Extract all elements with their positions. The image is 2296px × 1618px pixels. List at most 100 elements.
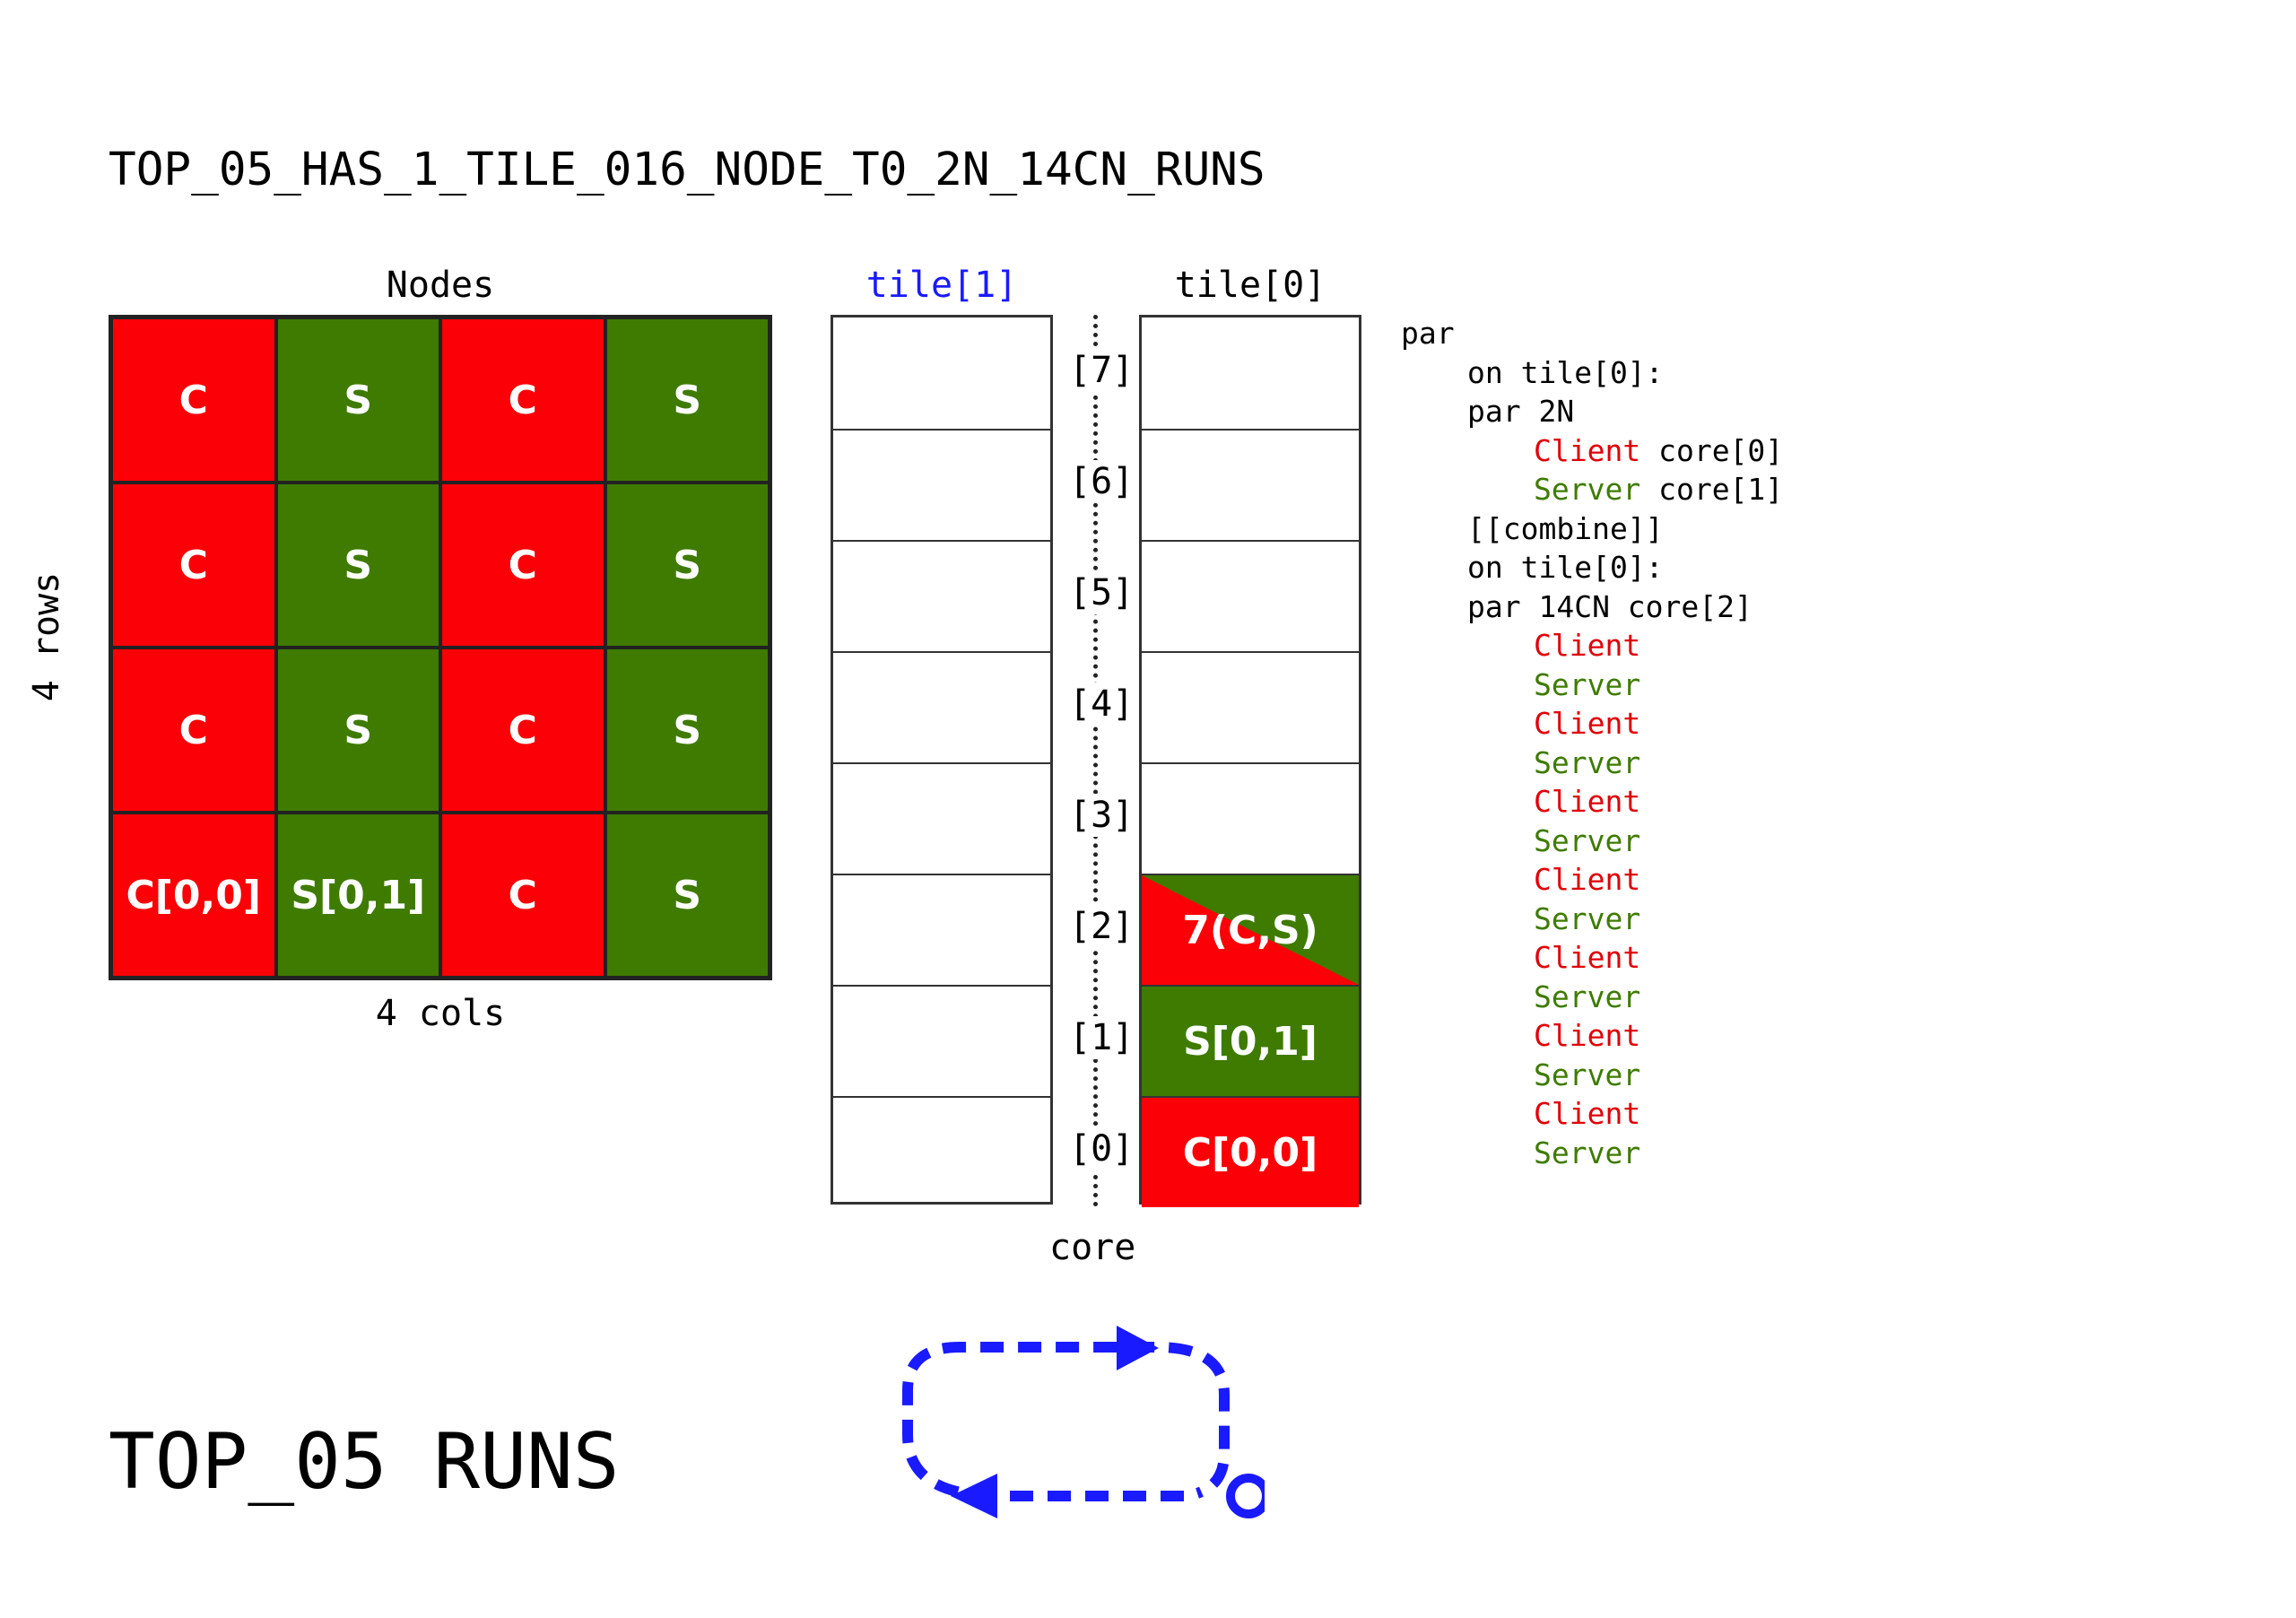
server-keyword: Server xyxy=(1534,472,1641,507)
node-grid: C S C S C S C S C S C S C[0,0] S[0,1] C S xyxy=(109,315,772,980)
client-node-cell: C xyxy=(111,483,276,648)
client-core-slot: C[0,0] xyxy=(1142,1096,1359,1207)
server-node-cell: S xyxy=(275,648,440,813)
client-keyword: Client xyxy=(1534,706,1641,741)
tile0-core-column: 7(C,S) S[0,1] C[0,0] xyxy=(1139,315,1361,1207)
server-node-cell: S[0,1] xyxy=(275,813,440,978)
code-text: core[0] xyxy=(1640,432,1784,468)
code-line: [[combine]] xyxy=(1401,509,1783,549)
code-line: Server xyxy=(1401,1056,1783,1095)
server-keyword: Server xyxy=(1534,744,1641,780)
core-slot xyxy=(833,429,1050,540)
server-keyword: Server xyxy=(1534,979,1641,1014)
code-line: par 14CN core[2] xyxy=(1401,587,1783,627)
tile1-core-column xyxy=(831,315,1053,1205)
code-text: par xyxy=(1401,316,1455,351)
client-keyword: Client xyxy=(1534,784,1641,819)
code-text: core[1] xyxy=(1640,472,1784,507)
code-line: Client xyxy=(1401,626,1783,665)
server-node-cell: S xyxy=(275,483,440,648)
core-slot xyxy=(1142,651,1359,762)
code-line: par xyxy=(1401,314,1783,353)
code-text: on tile[0]: xyxy=(1467,354,1664,390)
code-line: Server xyxy=(1401,1134,1783,1173)
client-keyword: Client xyxy=(1534,940,1641,975)
client-node-cell: C xyxy=(440,483,605,648)
code-line: on tile[0]: xyxy=(1401,353,1783,393)
client-node-cell: C xyxy=(111,648,276,813)
core-label: core xyxy=(1049,1227,1136,1268)
core-slot xyxy=(833,318,1050,429)
server-keyword: Server xyxy=(1534,900,1641,936)
core-slot xyxy=(833,651,1050,762)
code-line: Client xyxy=(1401,860,1783,900)
client-keyword: Client xyxy=(1534,1018,1641,1053)
client-keyword: Client xyxy=(1534,862,1641,897)
code-text: par 2N xyxy=(1467,394,1575,429)
core-slot xyxy=(833,1096,1050,1207)
code-line: Client core[0] xyxy=(1401,431,1783,471)
core-index-label: [6] xyxy=(1067,460,1136,503)
client-node-cell: C xyxy=(440,318,605,483)
client-keyword: Client xyxy=(1534,1096,1641,1131)
client-keyword: Client xyxy=(1534,628,1641,663)
tile1-label: tile[1] xyxy=(865,265,1018,306)
client-node-cell: C xyxy=(440,813,605,978)
core-index-label: [2] xyxy=(1067,905,1136,948)
core-index-label: [1] xyxy=(1067,1016,1136,1059)
server-keyword: Server xyxy=(1534,822,1641,858)
core-slot xyxy=(833,540,1050,651)
server-node-cell: S xyxy=(604,483,770,648)
client-node-cell: C xyxy=(440,648,605,813)
combined-client-server-slot: 7(C,S) xyxy=(1142,874,1359,985)
cols-label: 4 cols xyxy=(375,993,506,1034)
server-keyword: Server xyxy=(1534,1057,1641,1092)
code-line: Server xyxy=(1401,744,1783,783)
server-node-cell: S xyxy=(275,318,440,483)
code-line: Server xyxy=(1401,900,1783,939)
core-slot xyxy=(833,762,1050,874)
core-slot xyxy=(833,874,1050,985)
diagram-title: TOP_05_HAS_1_TILE_016_NODE_T0_2N_14CN_RU… xyxy=(109,144,1265,196)
client-node-cell: C[0,0] xyxy=(111,813,276,978)
core-slot xyxy=(1142,429,1359,540)
core-slot xyxy=(1142,318,1359,429)
server-keyword: Server xyxy=(1534,1135,1641,1170)
code-text: on tile[0]: xyxy=(1467,550,1664,585)
code-text: par 14CN core[2] xyxy=(1467,588,1752,624)
code-line: on tile[0]: xyxy=(1401,548,1783,587)
server-node-cell: S xyxy=(604,318,770,483)
code-line: Client xyxy=(1401,938,1783,978)
core-slot xyxy=(1142,762,1359,874)
nodes-label: Nodes xyxy=(386,265,495,306)
client-keyword: Client xyxy=(1534,432,1641,468)
core-index-label: [0] xyxy=(1067,1127,1136,1170)
code-line: par 2N xyxy=(1401,392,1783,431)
code-line: Server core[1] xyxy=(1401,470,1783,509)
core-index-label: [5] xyxy=(1067,571,1136,614)
core-axis-dotted-line xyxy=(1093,315,1098,1207)
dashed-loop-arrow-icon xyxy=(902,1326,1265,1518)
server-node-cell: S xyxy=(604,648,770,813)
code-line: Client xyxy=(1401,1016,1783,1056)
code-line: Server xyxy=(1401,822,1783,861)
code-line: Server xyxy=(1401,665,1783,705)
code-line: Client xyxy=(1401,704,1783,744)
core-index-label: [3] xyxy=(1067,794,1136,837)
server-node-cell: S xyxy=(604,813,770,978)
core-index-label: [7] xyxy=(1067,349,1136,392)
tile0-label: tile[0] xyxy=(1174,265,1326,306)
server-keyword: Server xyxy=(1534,666,1641,702)
core-slot xyxy=(833,985,1050,1096)
code-text: [[combine]] xyxy=(1467,510,1664,546)
client-node-cell: C xyxy=(111,318,276,483)
server-core-slot: S[0,1] xyxy=(1142,985,1359,1096)
code-line: Client xyxy=(1401,782,1783,822)
footer-title: TOP_05 RUNS xyxy=(109,1417,620,1507)
rows-label: 4 rows xyxy=(26,571,67,702)
code-line: Client xyxy=(1401,1094,1783,1134)
core-slot xyxy=(1142,540,1359,651)
core-index-label: [4] xyxy=(1067,683,1136,726)
code-listing: par on tile[0]: par 2N Client core[0] Server… xyxy=(1401,314,1783,1172)
code-line: Server xyxy=(1401,978,1783,1017)
